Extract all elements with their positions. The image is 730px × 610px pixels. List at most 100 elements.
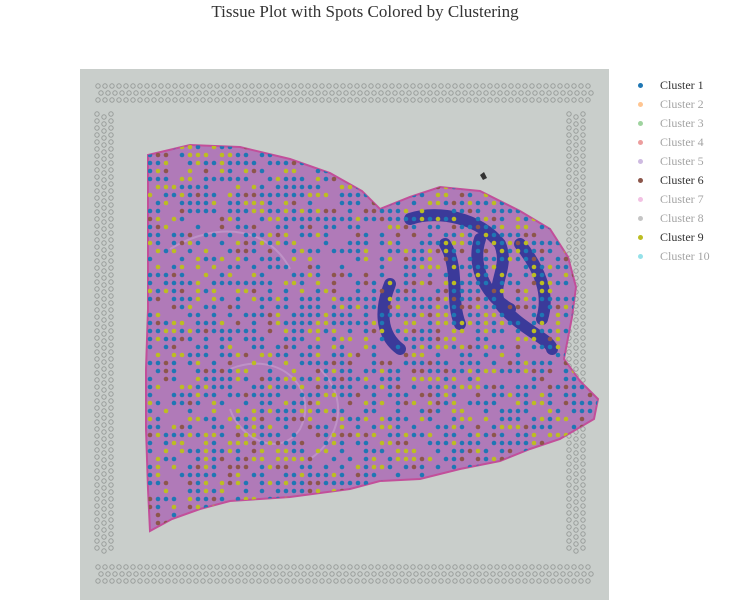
spot-cluster-9 [299, 208, 305, 214]
spot-cluster-6 [307, 424, 313, 430]
fiducial-spot [108, 447, 114, 453]
spot-cluster-6 [443, 368, 449, 374]
spot-cluster-1 [395, 208, 401, 214]
spot-cluster-1 [347, 368, 353, 374]
fiducial-spot [473, 97, 479, 103]
fiducial-spot [144, 578, 150, 584]
spot-cluster-6 [547, 336, 553, 342]
spot-cluster-1 [219, 336, 225, 342]
spot-cluster-1 [235, 208, 241, 214]
spot-cluster-9 [379, 440, 385, 446]
spot-cluster-1 [347, 208, 353, 214]
legend-item-cluster-6[interactable]: Cluster 6 [634, 171, 726, 190]
fiducial-spot [375, 83, 381, 89]
spot-cluster-9 [155, 336, 161, 342]
spot-cluster-1 [403, 392, 409, 398]
spot-cluster-1 [155, 368, 161, 374]
spot-cluster-1 [371, 352, 377, 358]
spot-cluster-1 [267, 376, 273, 382]
legend-item-cluster-5[interactable]: Cluster 5 [634, 152, 726, 171]
spot-cluster-1 [323, 480, 329, 486]
fiducial-spot [566, 531, 572, 537]
spot-cluster-6 [339, 376, 345, 382]
fiducial-spot [553, 571, 559, 577]
spot-cluster-1 [171, 232, 177, 238]
spot-cluster-9 [555, 432, 561, 438]
fiducial-spot [94, 244, 100, 250]
fiducial-spot [108, 160, 114, 166]
spot-cluster-1 [323, 232, 329, 238]
spot-cluster-1 [363, 368, 369, 374]
spot-cluster-9 [315, 376, 321, 382]
spot-cluster-1 [427, 336, 433, 342]
spot-cluster-1 [387, 456, 393, 462]
spot-cluster-1 [467, 400, 473, 406]
legend-item-cluster-8[interactable]: Cluster 8 [634, 209, 726, 228]
spot-cluster-9 [563, 304, 569, 310]
fiducial-spot [336, 90, 342, 96]
spot-cluster-1 [283, 264, 289, 270]
spot-cluster-1 [483, 408, 489, 414]
fiducial-spot [536, 83, 542, 89]
fiducial-spot [277, 564, 283, 570]
spot-cluster-6 [307, 488, 313, 494]
spot-cluster-9 [243, 288, 249, 294]
fiducial-spot [529, 97, 535, 103]
spot-cluster-1 [291, 320, 297, 326]
fiducial-spot [312, 578, 318, 584]
spot-cluster-6 [451, 200, 457, 206]
spot-cluster-6 [155, 512, 161, 518]
spot-cluster-6 [283, 344, 289, 350]
legend-item-cluster-4[interactable]: Cluster 4 [634, 133, 726, 152]
fiducial-spot [378, 571, 384, 577]
fiducial-spot [504, 571, 510, 577]
spot-cluster-1 [579, 400, 585, 406]
spot-cluster-9 [451, 336, 457, 342]
fiducial-spot [94, 496, 100, 502]
fiducial-spot [466, 97, 472, 103]
spot-cluster-1 [211, 448, 217, 454]
legend-item-cluster-2[interactable]: Cluster 2 [634, 95, 726, 114]
fiducial-spot [567, 90, 573, 96]
fiducial-spot [578, 564, 584, 570]
spot-cluster-1 [243, 424, 249, 430]
legend-item-cluster-10[interactable]: Cluster 10 [634, 247, 726, 266]
spot-cluster-1 [499, 328, 505, 334]
spot-cluster-1 [171, 192, 177, 198]
legend-item-cluster-9[interactable]: Cluster 9 [634, 228, 726, 247]
fiducial-spot [228, 564, 234, 570]
spot-cluster-1 [491, 296, 497, 302]
fiducial-spot [573, 191, 579, 197]
spot-cluster-9 [227, 216, 233, 222]
spot-cluster-1 [475, 400, 481, 406]
fiducial-spot [94, 391, 100, 397]
fiducial-spot [101, 401, 107, 407]
spot-cluster-9 [163, 224, 169, 230]
spot-cluster-1 [267, 368, 273, 374]
fiducial-spot [580, 181, 586, 187]
fiducial-spot [518, 571, 524, 577]
spot-cluster-9 [379, 464, 385, 470]
fiducial-spot [515, 83, 521, 89]
spot-cluster-1 [523, 384, 529, 390]
spot-cluster-6 [243, 240, 249, 246]
spot-cluster-9 [443, 384, 449, 390]
fiducial-spot [168, 90, 174, 96]
legend-item-cluster-1[interactable]: Cluster 1 [634, 76, 726, 95]
fiducial-spot [490, 571, 496, 577]
spot-cluster-1 [171, 240, 177, 246]
spot-cluster-1 [275, 304, 281, 310]
fiducial-spot [469, 571, 475, 577]
spot-cluster-1 [483, 456, 489, 462]
spot-cluster-1 [435, 448, 441, 454]
spot-cluster-1 [563, 328, 569, 334]
fiducial-spot [291, 97, 297, 103]
fiducial-spot [147, 90, 153, 96]
spot-cluster-9 [539, 288, 545, 294]
spot-cluster-1 [451, 320, 457, 326]
spot-cluster-1 [291, 384, 297, 390]
spot-cluster-1 [299, 192, 305, 198]
legend-item-cluster-3[interactable]: Cluster 3 [634, 114, 726, 133]
spot-cluster-1 [539, 272, 545, 278]
legend-item-cluster-7[interactable]: Cluster 7 [634, 190, 726, 209]
